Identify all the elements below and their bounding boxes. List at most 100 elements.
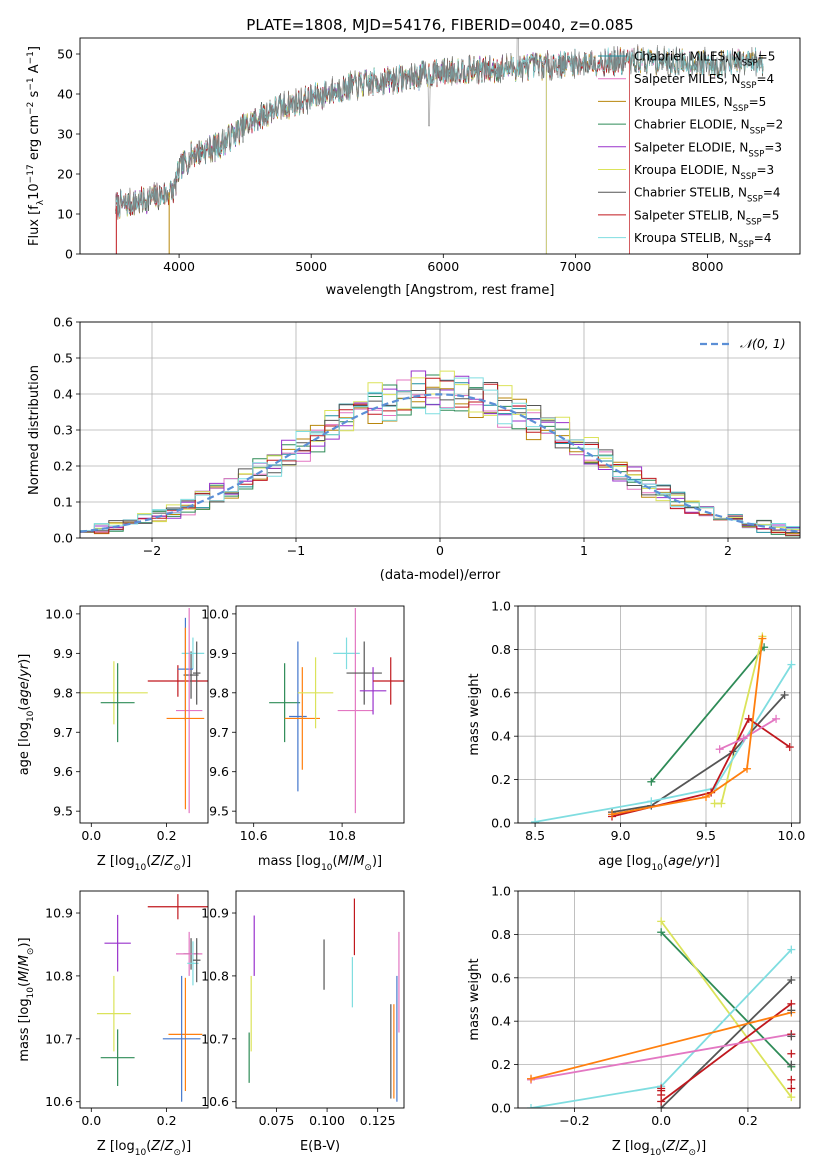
y-tick-label: 0.6 [53,315,73,330]
legend-name: Salpeter STELIB, N [634,208,746,222]
label-part: −1 [26,77,36,90]
legend-label: Salpeter MILES, NSSP=4 [634,72,774,91]
y-tick-label: 10.7 [45,1031,73,1046]
label-part: age [668,854,692,869]
y-tick-label: 0.5 [53,351,73,366]
weight-line [660,920,793,1098]
label-part: M [338,854,349,869]
y-tick-label: 10.9 [201,906,229,921]
histogram-step [80,377,800,532]
label-part: ⊙ [173,863,181,873]
label-part: )] [696,1139,706,1154]
label-part: 10 [135,1148,147,1158]
label-part: s [27,90,42,101]
label-part: 10 [321,863,333,873]
legend-label: 𝒩(0, 1) [740,336,786,351]
label-part: )] [17,937,32,947]
residuals-plot-area [80,370,800,537]
y-tick-label: 10.9 [45,906,73,921]
label-part: )] [17,654,32,664]
label-part: mass [log [17,998,32,1061]
age_vs_mass-plot-area [269,607,404,814]
spectrum-plot-area [115,38,764,254]
weight-line [611,638,764,816]
x-tick-label: 0.125 [360,1113,396,1128]
y-tick-label: 1.0 [491,884,511,899]
label-part: yr [17,662,32,678]
y-tick-label: 9.6 [209,764,229,779]
label-part: E(B-V) [300,1139,340,1154]
legend-name: Kroupa MILES, N [634,95,733,109]
x-tick-label: 1 [580,543,588,558]
label-part: / [160,1139,165,1154]
weight_vs_age-xlabel: age [log10(age/yr)] [598,854,720,873]
x-tick-label: 6000 [427,259,459,274]
weight_vs_age-grid [518,605,800,824]
x-tick-label: −2 [143,543,161,558]
label-part: / [17,966,32,971]
mass_vs_ebv-frame [235,890,405,1109]
y-tick-label: 40 [57,87,73,102]
y-tick-label: 10.8 [45,968,73,983]
legend-sub: SSP [742,59,758,69]
label-part: λ [36,199,46,205]
y-tick-label: 9.9 [209,646,229,661]
y-tick-label: 0.2 [491,772,511,787]
figure-title: PLATE=1808, MJD=54176, FIBERID=0040, z=0… [246,16,633,34]
y-tick-label: 0.2 [53,459,73,474]
label-part: ( [17,706,32,711]
y-tick-label: 0.0 [491,816,511,831]
label-part: / [675,1139,680,1154]
label-part: 10 [135,863,147,873]
label-part: M [353,854,364,869]
label-part: M [17,971,32,982]
y-tick-label: 0.0 [53,531,73,546]
age_vs_Z-xlabel: Z [log10(Z/Z⊙)] [97,854,191,873]
x-tick-label: 8000 [692,259,724,274]
label-part: ⊙ [364,863,372,873]
legend-name: Salpeter MILES, N [634,72,741,86]
label-part: ⊙ [26,948,36,956]
legend-value: =4 [754,231,772,245]
weight_vs_age-panel: 8.5 9.0 9.5 10.0 0.0 0.2 0.4 0.6 0.8 1.0 age [log1… [467,599,805,874]
x-tick-label: 0.2 [157,1113,177,1128]
x-tick-label: −0.2 [559,1113,589,1128]
weight_vs_Z-frame [517,890,801,1109]
legend-label: Kroupa ELODIE, NSSP=3 [634,163,774,182]
y-tick-label: 10.7 [201,1031,229,1046]
legend-label: Salpeter ELODIE, NSSP=3 [634,140,782,159]
label-part: ( [661,1139,666,1154]
legend-value: =3 [756,163,774,177]
label-part: age [log [598,854,651,869]
legend-label: Salpeter STELIB, NSSP=5 [634,208,779,227]
label-part: / [160,854,165,869]
y-tick-label: 10.0 [45,606,73,621]
x-tick-label: 2 [724,543,732,558]
x-tick-label: 4000 [163,259,195,274]
label-part: Z [150,1139,161,1154]
label-part: 10 [27,183,42,200]
normal-curve [80,393,800,533]
legend-value: =5 [758,50,776,64]
y-tick-label: 0.4 [491,1014,511,1029]
residuals-panel: −2 −1 0 1 2 0.0 0.1 0.2 0.3 0.4 0.5 0.6 (data-model)… [27,315,801,583]
y-tick-label: 0.8 [491,927,511,942]
label-part: ⊙ [173,1148,181,1158]
label-part: / [692,854,697,869]
y-tick-label: 9.8 [53,685,73,700]
x-tick-label: 0 [436,543,444,558]
y-tick-label: 9.5 [209,804,229,819]
residuals-ylabel: Normed distribution [27,365,42,495]
y-tick-label: 0.1 [53,495,73,510]
label-part: )] [710,854,720,869]
weight-line [611,717,791,818]
y-tick-label: 0.4 [53,387,73,402]
x-tick-label: 0.2 [157,828,177,843]
y-tick-label: 1.0 [491,599,511,614]
x-tick-label: 8.5 [525,828,545,843]
weight-line [660,931,792,1068]
y-tick-label: 0.2 [491,1057,511,1072]
